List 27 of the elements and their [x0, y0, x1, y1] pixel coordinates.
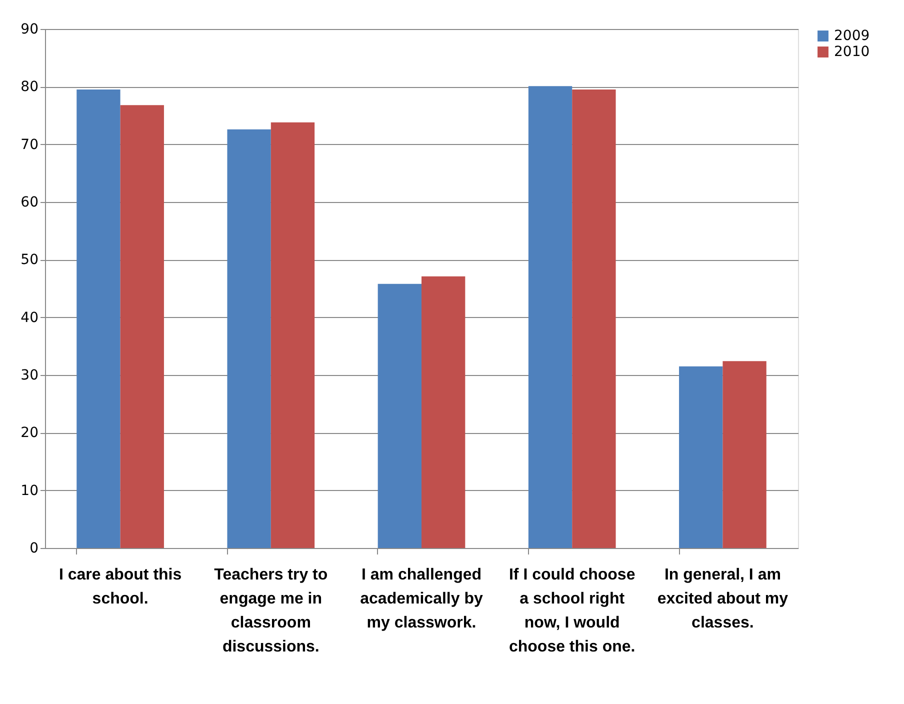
bar	[679, 366, 723, 548]
bar	[528, 86, 572, 548]
y-tick-label: 10	[20, 482, 38, 499]
bar	[572, 90, 616, 548]
x-tick-label: If I could choose a school right now, I would choose this one.	[508, 566, 636, 656]
bar	[270, 122, 315, 548]
y-tick-label: 0	[30, 540, 38, 556]
bar	[120, 105, 164, 548]
y-tick-label: 20	[20, 425, 38, 442]
bar	[722, 361, 766, 548]
y-tick-label: 60	[20, 194, 38, 210]
x-tick-label: I am challenged academically by my classwork.	[360, 566, 483, 632]
y-tick-label: 50	[20, 252, 38, 268]
y-tick-label: 90	[20, 22, 38, 38]
x-tick-label: I care about this school.	[58, 566, 182, 608]
bar	[378, 284, 422, 548]
bar	[227, 129, 271, 548]
bar	[422, 276, 466, 548]
legend-label: 2010	[834, 44, 870, 60]
y-tick-label: 70	[20, 136, 38, 153]
x-tick-label: Teachers try to engage me in classroom discussions.	[214, 566, 328, 656]
y-tick-label: 80	[20, 79, 38, 96]
y-tick-label: 30	[20, 368, 38, 384]
y-tick-label: 40	[20, 310, 38, 326]
x-tick-label: In general, I am excited about my classes.	[657, 566, 788, 632]
legend-label: 2009	[834, 28, 870, 44]
bar	[76, 90, 120, 548]
